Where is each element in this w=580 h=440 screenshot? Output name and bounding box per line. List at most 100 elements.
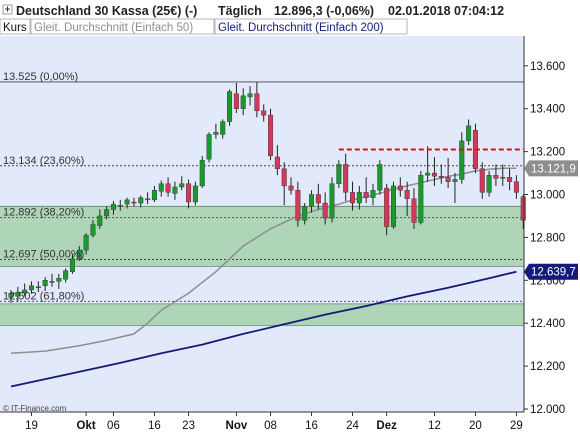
candle-body — [158, 183, 164, 192]
x-tick-label: 12 — [428, 420, 441, 432]
candle-body — [213, 132, 219, 135]
x-axis: 19 Okt 06 16 23 Nov 08 16 24 Dez 12 20 29 — [25, 412, 523, 432]
candle-body — [438, 176, 444, 178]
candle-body — [507, 177, 513, 182]
fib-label-3: 12.697 (50,00%) — [3, 248, 84, 260]
candle-body — [220, 121, 226, 135]
candle-body — [500, 177, 506, 179]
sma200-value-label-bg — [524, 263, 578, 280]
candle-body — [206, 134, 212, 160]
x-tick-label: Okt — [77, 420, 96, 432]
candle-body — [186, 183, 192, 203]
fib-lines — [0, 81, 524, 302]
candle-body — [179, 183, 185, 188]
candle-body — [151, 190, 157, 201]
instrument-title: Deutschland 30 Kassa (25€) (-) — [16, 4, 197, 18]
candle-body — [520, 196, 526, 221]
candle-body — [247, 93, 253, 98]
legend-sma200: Gleit. Durchschnitt (Einfach 200) — [218, 22, 384, 34]
candle-body — [131, 201, 137, 204]
candle-body — [377, 164, 383, 191]
sma50-value-label-bg — [524, 160, 578, 177]
candle-body — [138, 197, 144, 204]
candle-body — [261, 110, 267, 116]
candle-body — [315, 194, 321, 204]
fib-zone-1 — [0, 303, 524, 326]
fib-label-0: 13.525 (0,00%) — [3, 71, 78, 83]
header-icon — [2, 4, 13, 15]
candle-body — [227, 91, 233, 122]
candle-body — [493, 174, 499, 179]
candle-body — [363, 192, 369, 198]
candle-body — [350, 192, 356, 204]
candle-body — [329, 183, 335, 219]
candle-body — [268, 114, 274, 157]
x-tick-label: 29 — [510, 420, 523, 432]
candle-body — [90, 224, 96, 236]
candle-body — [15, 291, 21, 297]
candle-body — [192, 185, 198, 203]
candle-body — [343, 164, 349, 193]
candle-body — [384, 187, 390, 227]
fib-label-2: 12.892 (38,20%) — [3, 207, 84, 219]
candle-body — [445, 177, 451, 182]
candle-body — [479, 168, 485, 193]
quote-datetime: 02.01.2018 07:04:12 — [388, 4, 504, 18]
y-tick-label: 13.000 — [530, 190, 565, 202]
candle-body — [8, 292, 14, 298]
candle-body — [281, 168, 287, 187]
candle-body — [486, 174, 492, 193]
candle-body — [356, 192, 362, 204]
candle-body — [233, 93, 239, 109]
legend-sma200-box — [214, 18, 408, 35]
candle-body — [104, 209, 110, 217]
candle-body — [459, 140, 465, 180]
candle-body — [35, 286, 41, 289]
candle-body — [69, 258, 75, 272]
fib-labels: 13.525 (0,00%) 13.134 (23,60%) 12.892 (38,… — [3, 71, 84, 302]
x-tick-label: Nov — [226, 420, 248, 432]
candle-body — [452, 179, 458, 182]
y-tick-label: 13.600 — [530, 61, 565, 73]
candle-body — [49, 281, 55, 283]
x-tick-label: 20 — [469, 420, 482, 432]
candle-body — [309, 194, 315, 207]
candle-body — [254, 93, 260, 112]
candle-body — [22, 289, 28, 294]
x-tick-label: 19 — [25, 420, 38, 432]
fib-label-4: 12.502 (61,80%) — [3, 290, 84, 302]
candle-body — [288, 185, 294, 191]
y-tick-label: 12.000 — [530, 404, 565, 416]
last-value-labels: 13.121,9 12.639,7 — [524, 160, 578, 280]
interval-label: Täglich — [218, 4, 262, 18]
candle-body — [199, 159, 205, 187]
legend-kurs-box — [0, 18, 31, 35]
legend: Kurs Gleit. Durchschnitt (Einfach 50) Gl… — [0, 18, 408, 35]
y-tick-label: 12.200 — [530, 361, 565, 373]
candle-body — [418, 174, 424, 223]
x-tick-label: Dez — [376, 420, 397, 432]
y-axis: 12.00012.20012.40012.60012.80013.00013.2… — [524, 61, 565, 416]
chart-header: Deutschland 30 Kassa (25€) (-) Täglich 1… — [2, 4, 504, 18]
legend-sma50-box — [30, 18, 215, 35]
x-tick-label: 16 — [148, 420, 161, 432]
candle-body — [513, 181, 519, 193]
candle-body — [83, 235, 89, 251]
sma200-line — [10, 270, 517, 388]
candle-body — [124, 199, 130, 205]
candle-body — [370, 190, 376, 198]
x-tick-label: 23 — [182, 420, 195, 432]
candle-body — [322, 202, 328, 219]
candle-body — [97, 215, 103, 226]
candle-body — [404, 190, 410, 199]
watermark: © IT-Finance.com — [3, 404, 67, 413]
sma200-value-label: 12.639,7 — [531, 267, 576, 279]
candle-body — [240, 95, 246, 109]
x-tick-label: 06 — [107, 420, 120, 432]
y-tick-label: 13.400 — [530, 104, 565, 116]
candle-body — [336, 164, 342, 184]
candle-body — [431, 172, 437, 177]
legend-kurs: Kurs — [3, 22, 27, 34]
